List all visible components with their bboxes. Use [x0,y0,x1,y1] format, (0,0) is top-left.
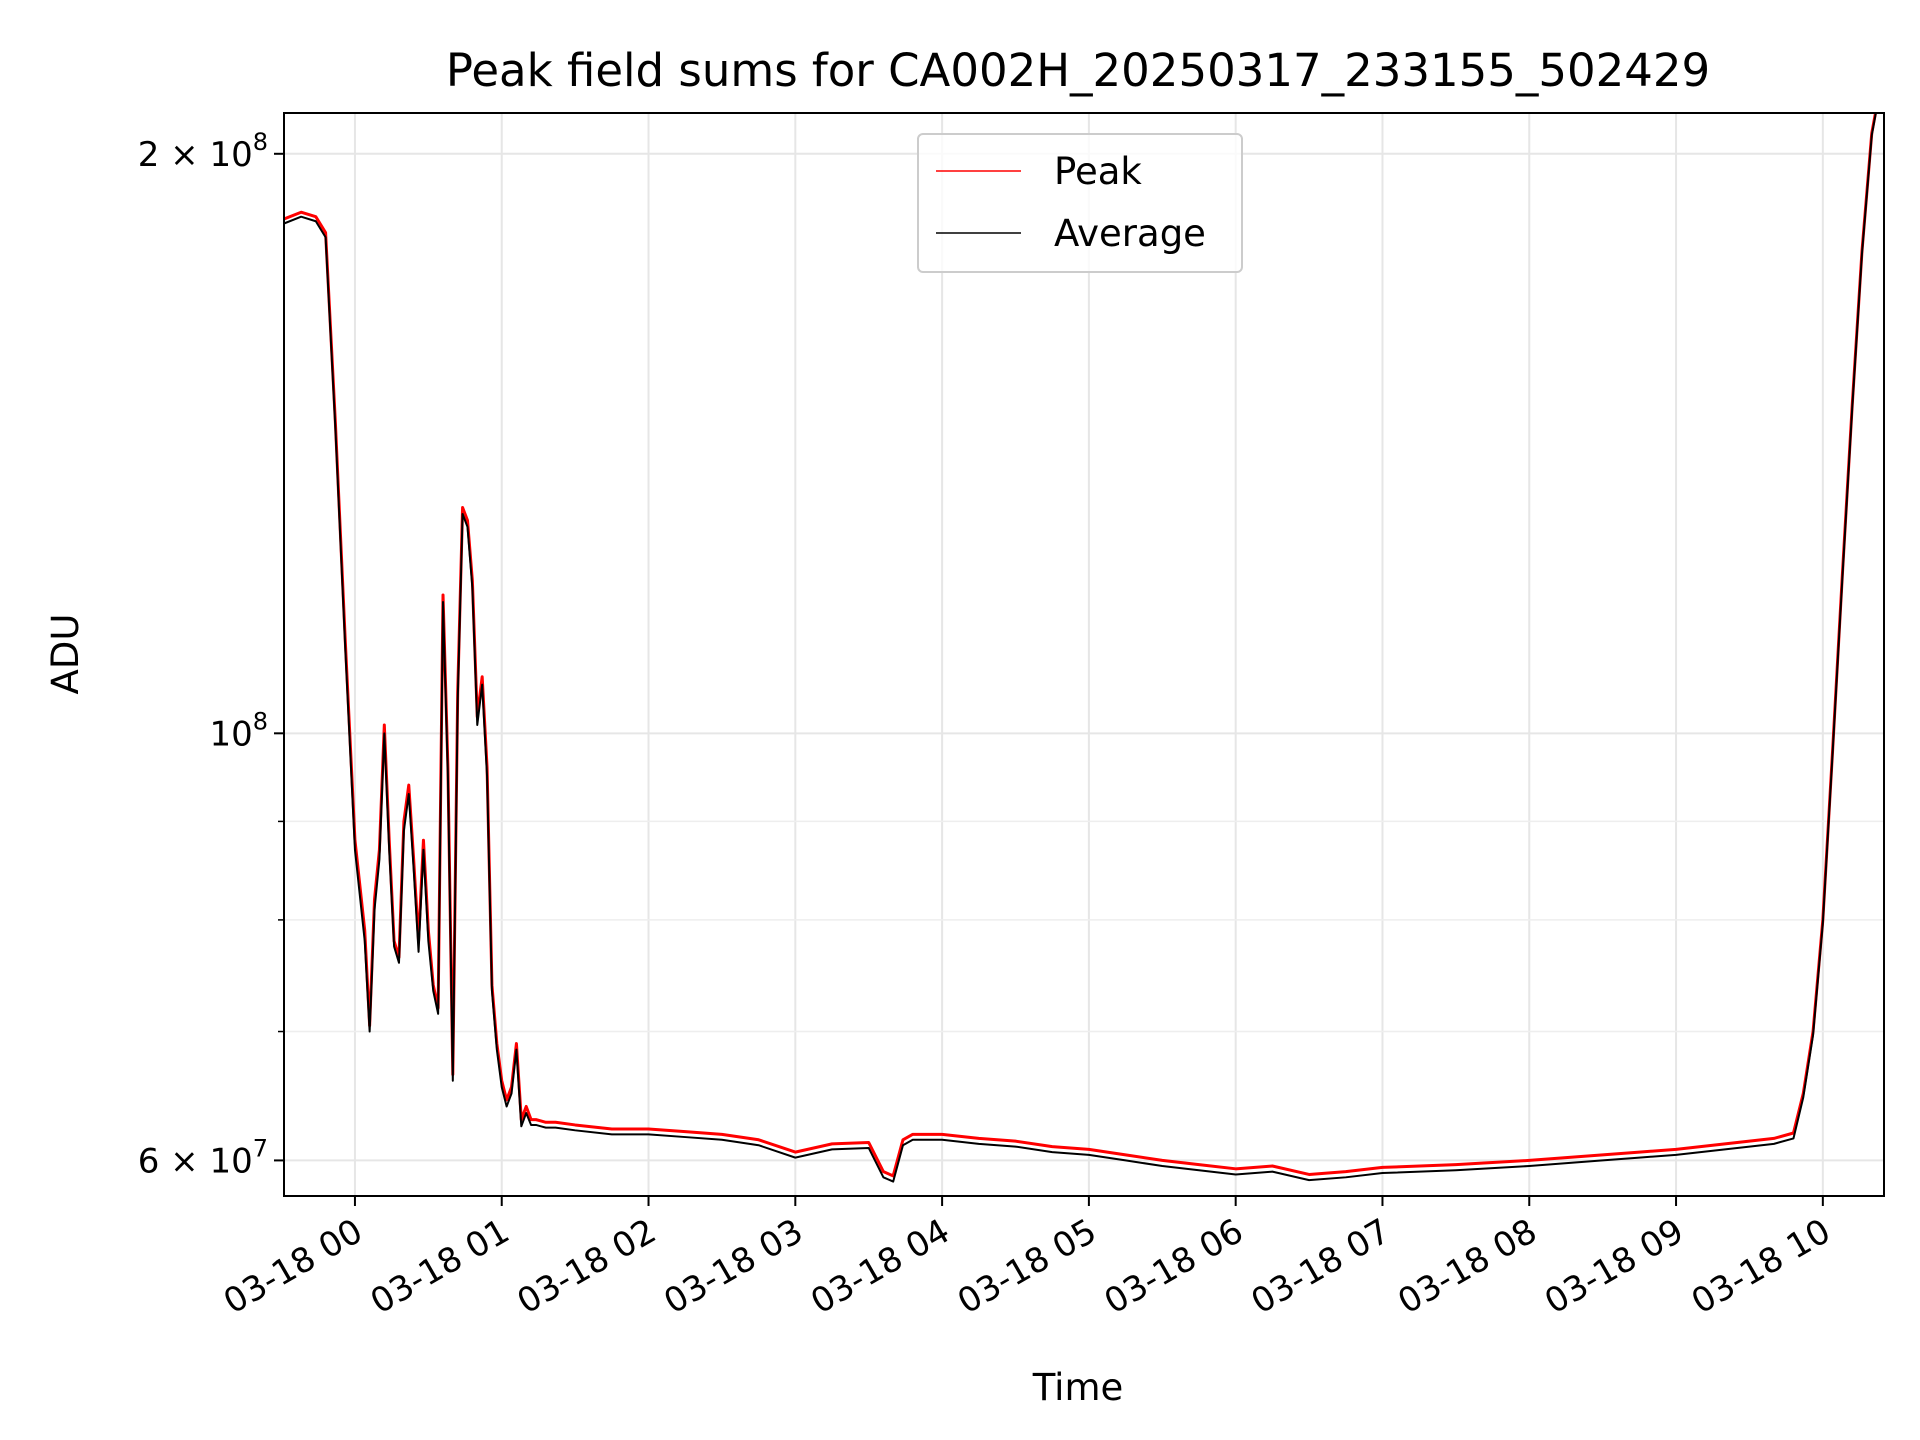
legend-label-average: Average [1054,212,1206,255]
series-layer [284,113,1878,1183]
series-line-average [284,113,1877,1183]
x-axis-label: Time [1032,1366,1124,1409]
y-tick-label: 2 × 108 [138,128,268,175]
legend-label-peak: Peak [1054,150,1142,193]
legend: Peak Average [917,133,1243,273]
axes-frame [283,112,1885,1197]
y-axis-label: ADU [44,614,87,695]
grid-layer [284,113,1884,1196]
y-tick-label: 108 [209,707,268,754]
legend-box [917,133,1243,273]
chart-title: Peak field sums for CA002H_20250317_2331… [446,44,1710,97]
y-tick-label: 6 × 107 [138,1134,268,1181]
